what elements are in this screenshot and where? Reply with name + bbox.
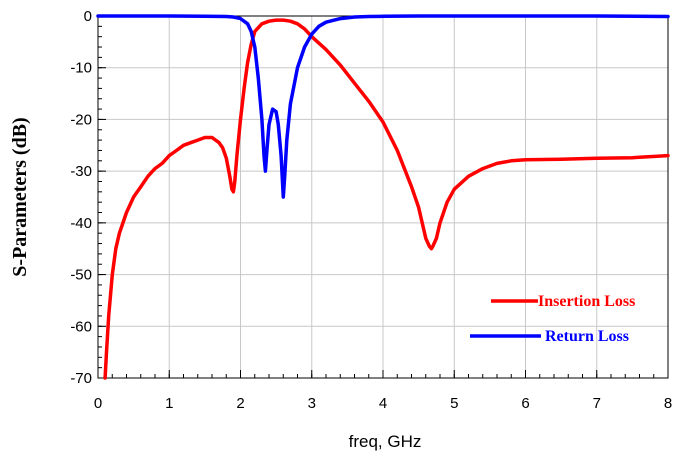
y-tick-label: -30 [70, 163, 92, 180]
x-tick-label: 1 [165, 395, 173, 412]
x-tick-label: 4 [379, 395, 387, 412]
series-layer [96, 14, 670, 380]
return-loss-line [96, 14, 670, 199]
x-tick-label: 3 [308, 395, 316, 412]
x-tick-label: 8 [664, 395, 672, 412]
tick-labels: 0 1 2 3 4 5 6 7 8 0 -10 -20 -30 -40 -50 -60 -70 [70, 8, 672, 412]
axes [97, 15, 669, 379]
y-tick-label: -70 [70, 370, 92, 387]
y-tick-label: -20 [70, 111, 92, 128]
y-tick-label: -50 [70, 267, 92, 284]
x-tick-label: 0 [94, 395, 102, 412]
grid [98, 16, 668, 378]
insertion-loss-line [103, 18, 670, 380]
x-tick-label: 7 [593, 395, 601, 412]
legend-label-return-loss: Return Loss [545, 328, 629, 345]
legend-label-insertion-loss: Insertion Loss [538, 293, 635, 310]
x-tick-label: 2 [236, 395, 244, 412]
x-tick-label: 6 [521, 395, 529, 412]
y-tick-label: -40 [70, 215, 92, 232]
y-axis-title: S-Parameters (dB) [9, 117, 31, 276]
y-tick-label: 0 [84, 8, 92, 25]
legend: Insertion Loss Return Loss [470, 293, 635, 345]
y-tick-label: -60 [70, 318, 92, 335]
x-axis-title: freq, GHz [349, 432, 422, 451]
y-tick-label: -10 [70, 60, 92, 77]
x-tick-label: 5 [450, 395, 458, 412]
